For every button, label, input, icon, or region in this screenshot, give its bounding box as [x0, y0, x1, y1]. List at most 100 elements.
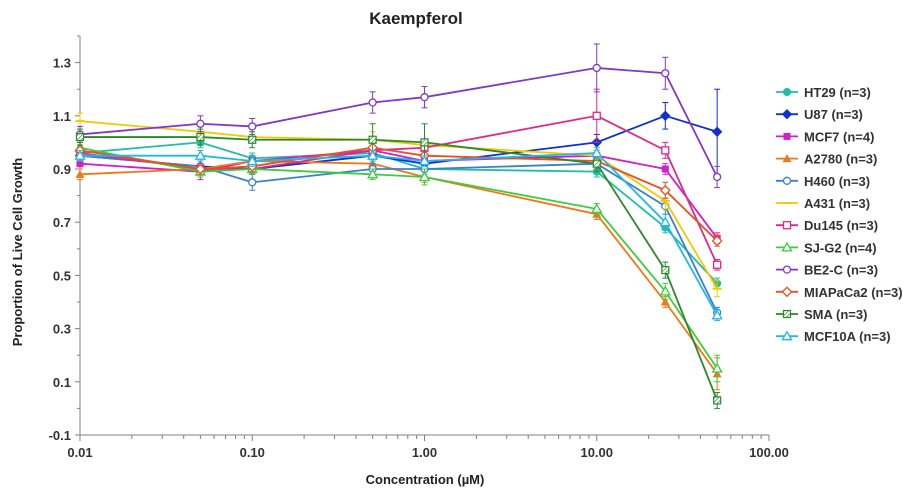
marker [711, 126, 723, 137]
series-line [79, 114, 718, 266]
marker [711, 362, 723, 373]
marker [248, 122, 257, 131]
marker [418, 155, 431, 166]
legend: HT29 (n=3) U87 (n=3) MCF7 (n=4) A2780 (n=3)… [776, 85, 903, 344]
y-tick-label: 0.5 [53, 268, 71, 283]
marker [367, 149, 379, 160]
x-tick-label: 1.00 [412, 445, 437, 460]
marker [368, 135, 377, 144]
legend-item: MCF10A (n=3) [776, 329, 891, 344]
marker [659, 285, 671, 296]
y-tick-label: -0.1 [49, 428, 71, 443]
legend-label: SMA (n=3) [804, 307, 867, 322]
legend-item: U87 (n=3) [776, 107, 863, 122]
legend-label: Du145 (n=3) [804, 218, 878, 233]
legend-label: MIAPaCa2 (n=3) [804, 285, 903, 300]
legend-item: MCF7 (n=4) [776, 129, 874, 144]
series-line [80, 152, 718, 316]
marker [782, 265, 792, 274]
x-tick-label: 10.00 [580, 445, 613, 460]
series-11 [74, 147, 723, 322]
marker [592, 111, 601, 120]
marker [660, 110, 671, 122]
marker [591, 203, 603, 214]
marker [418, 171, 431, 182]
marker [781, 241, 793, 252]
marker [75, 132, 85, 142]
marker [713, 396, 722, 405]
marker [248, 178, 257, 187]
marker [368, 98, 377, 107]
marker [367, 168, 379, 179]
marker [194, 149, 207, 160]
marker [420, 138, 429, 147]
legend-item: SJ-G2 (n=4) [776, 240, 877, 255]
marker [782, 176, 792, 185]
x-axis-title: Concentration (µM) [366, 472, 485, 487]
legend-item: MIAPaCa2 (n=3) [776, 285, 903, 300]
x-tick-label: 0.01 [67, 445, 92, 460]
axes: -0.1 0.1 0.3 0.5 0.7 0.9 1.1 1.3 0.01 0.10 1.00 10.… [49, 35, 789, 460]
marker [782, 154, 792, 163]
legend-item: SMA (n=3) [776, 307, 867, 322]
marker [659, 216, 671, 227]
series-10 [75, 123, 722, 409]
x-tick-label: 100.00 [749, 445, 789, 460]
y-tick-label: 1.1 [53, 109, 71, 124]
marker [782, 309, 792, 319]
series-line [79, 141, 718, 284]
marker [592, 159, 601, 168]
marker [783, 88, 791, 96]
series-line [80, 136, 718, 401]
legend-item: Du145 (n=3) [776, 218, 878, 233]
marker [76, 160, 84, 168]
x-tick-label: 0.10 [240, 445, 265, 460]
marker [711, 235, 723, 247]
series-line [79, 67, 718, 178]
legend-item: BE2-C (n=3) [776, 263, 878, 278]
legend-label: U87 (n=3) [804, 107, 863, 122]
marker [659, 184, 671, 196]
marker [196, 119, 205, 128]
legend-item: A431 (n=3) [776, 196, 870, 211]
marker [781, 108, 793, 120]
legend-label: SJ-G2 (n=4) [804, 240, 877, 255]
series-line [79, 120, 718, 290]
legend-label: A2780 (n=3) [804, 152, 877, 167]
marker [661, 165, 669, 173]
y-tick-label: 0.7 [53, 215, 71, 230]
legend-item: H460 (n=3) [776, 174, 870, 189]
series-8 [75, 43, 722, 189]
plot-area [74, 43, 723, 409]
marker [783, 132, 791, 140]
legend-label: BE2-C (n=3) [804, 263, 878, 278]
marker [781, 330, 793, 341]
marker [246, 155, 258, 166]
legend-label: H460 (n=3) [804, 174, 870, 189]
marker [420, 93, 429, 102]
legend-label: MCF7 (n=4) [804, 129, 874, 144]
marker [661, 69, 670, 78]
marker [781, 286, 793, 298]
marker [711, 309, 723, 320]
marker [75, 169, 85, 178]
y-tick-label: 0.3 [53, 322, 71, 337]
y-tick-label: 0.1 [53, 375, 71, 390]
marker [661, 146, 670, 155]
legend-item: A2780 (n=3) [776, 152, 877, 167]
legend-label: MCF10A (n=3) [804, 329, 891, 344]
y-tick-label: 1.3 [53, 56, 71, 71]
y-tick-label: 0.9 [53, 162, 71, 177]
chart-title: Kaempferol [369, 9, 463, 28]
marker [661, 265, 670, 275]
marker [782, 221, 792, 230]
legend-item: HT29 (n=3) [776, 85, 871, 100]
marker [712, 172, 722, 182]
series-line [79, 146, 718, 370]
marker [194, 163, 206, 175]
legend-label: HT29 (n=3) [804, 85, 871, 100]
series-3 [75, 155, 722, 391]
y-axis-title: Proportion of Live Cell Growth [10, 158, 25, 347]
marker [591, 147, 603, 158]
